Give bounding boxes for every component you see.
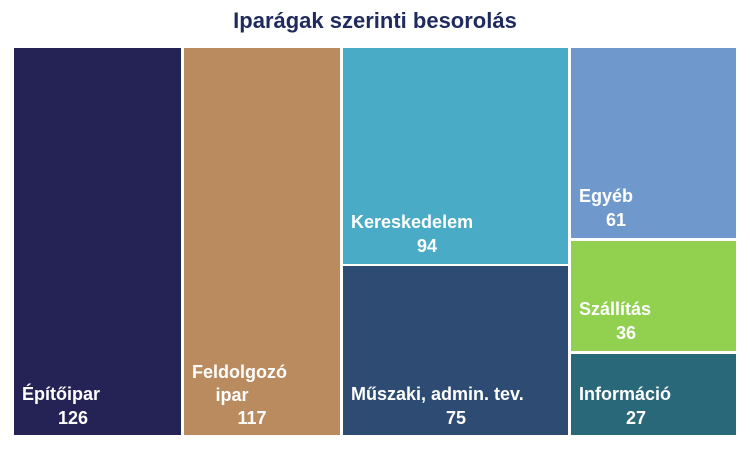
- treemap-label: Kereskedelem: [351, 212, 473, 232]
- treemap-rect: [343, 266, 568, 435]
- treemap-label: Egyéb: [579, 186, 633, 206]
- treemap-rect: [14, 48, 181, 435]
- treemap-tile: Kereskedelem 94: [343, 48, 568, 264]
- treemap-tile: Szállítás 36: [571, 241, 736, 351]
- treemap-rect: [571, 48, 736, 238]
- treemap-value: 61: [606, 210, 626, 230]
- treemap-label: Műszaki, admin. tev.: [351, 384, 524, 404]
- treemap-rect: [571, 241, 736, 351]
- treemap-rect: [184, 48, 340, 435]
- treemap-tile: Műszaki, admin. tev. 75: [343, 266, 568, 435]
- treemap-label: Információ: [579, 384, 671, 404]
- treemap-tile: Egyéb 61: [571, 48, 736, 238]
- treemap-tile: Építőipar 126: [14, 48, 181, 435]
- treemap-label: Építőipar: [22, 383, 100, 404]
- treemap-value: 94: [417, 236, 437, 256]
- treemap-tile: Információ 27: [571, 354, 736, 435]
- treemap-label: Feldolgozó ipar: [192, 362, 287, 405]
- treemap-value: 27: [626, 408, 646, 428]
- treemap-tile: Feldolgozó ipar 117: [184, 48, 340, 435]
- treemap-label: Szállítás: [579, 299, 651, 319]
- treemap-value: 75: [446, 408, 466, 428]
- treemap-value: 117: [237, 408, 266, 428]
- treemap-rect: [343, 48, 568, 264]
- treemap-value: 36: [616, 323, 636, 343]
- treemap-rect: [571, 354, 736, 435]
- treemap-value: 126: [58, 408, 88, 428]
- chart-title: Iparágak szerinti besorolás: [233, 8, 517, 33]
